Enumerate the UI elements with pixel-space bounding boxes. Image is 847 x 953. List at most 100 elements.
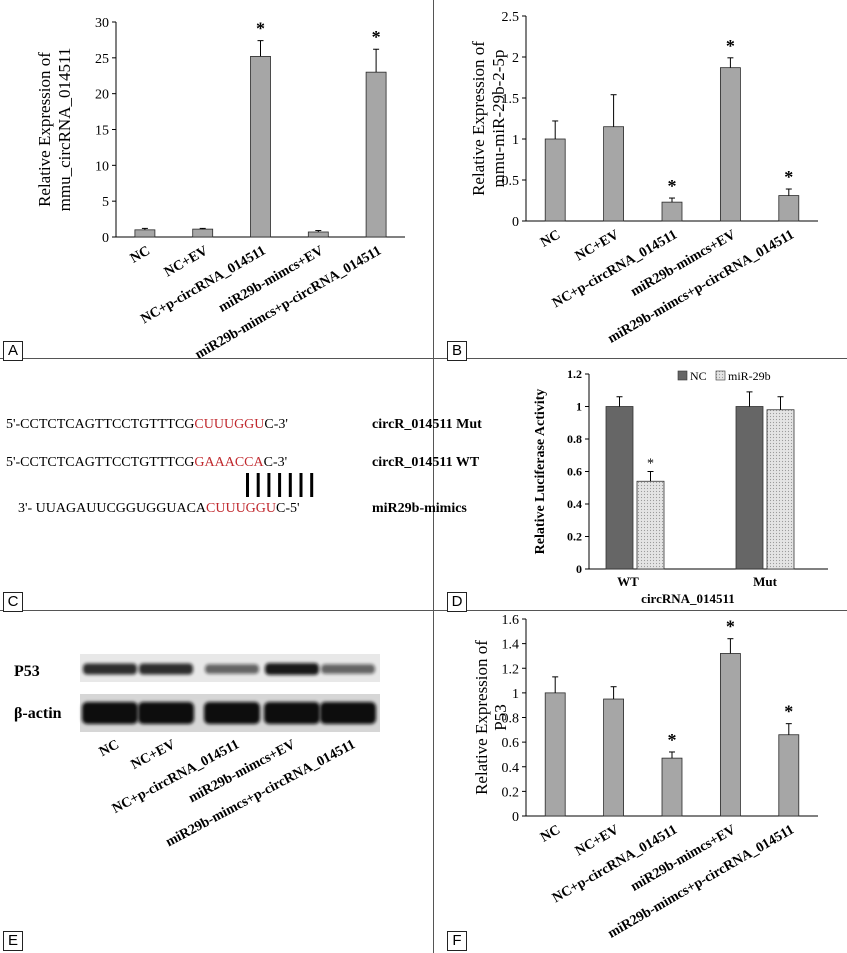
panel-a-significance-marker: * bbox=[372, 27, 381, 47]
panel-f-chart: 00.20.40.60.811.21.41.6NC NC+EV*NC+p-circ… bbox=[472, 613, 818, 942]
p53-band bbox=[139, 663, 193, 675]
base-pair-bar bbox=[267, 473, 271, 497]
panel-a-y-tick-label: 20 bbox=[95, 88, 109, 103]
panel-d-significance-marker: * bbox=[647, 457, 654, 472]
panel-b-y-axis-label: mmu-miR-29b-2-5p bbox=[489, 50, 508, 188]
panel-label-e: E bbox=[3, 931, 23, 951]
panel-a-y-tick-label: 15 bbox=[95, 124, 109, 139]
panel-b-bar bbox=[719, 67, 741, 222]
base-pair-bar bbox=[310, 473, 314, 497]
sequence-prefix: 3'- UUAGAUUCGGUGGUACA bbox=[18, 501, 207, 516]
panel-b-bar bbox=[661, 201, 683, 222]
panel-a-y-axis-label: Relative Expression of bbox=[35, 52, 54, 207]
panel-f-significance-marker: * bbox=[784, 702, 793, 722]
panel-b-y-axis-label: Relative Expression of bbox=[469, 41, 488, 196]
panel-d-y-tick-label: 0 bbox=[576, 562, 582, 576]
panel-a-y-tick-label: 25 bbox=[95, 52, 109, 67]
panel-f-y-tick-label: 1 bbox=[512, 687, 519, 702]
panel-f-bar bbox=[603, 698, 625, 817]
panel-a-bar bbox=[134, 229, 156, 238]
panel-f-bar bbox=[544, 692, 566, 817]
sequence-highlight: CUUUGGU bbox=[206, 501, 276, 516]
panel-d-y-tick-label: 0.2 bbox=[567, 530, 582, 544]
panel-a-y-tick-label: 5 bbox=[102, 195, 109, 210]
panel-f-y-tick-label: 1.6 bbox=[502, 613, 520, 628]
sequence-suffix: C-3' bbox=[264, 455, 288, 470]
panel-label-f: F bbox=[447, 931, 467, 951]
sequence-prefix: 5'-CCTCTCAGTTCCTGTTTCG bbox=[6, 417, 194, 432]
panel-b-chart: 00.511.522.5NC NC+EV*NC+p-circRNA_014511*… bbox=[469, 10, 818, 347]
panel-a-significance-marker: * bbox=[256, 19, 265, 39]
panel-b-y-tick-label: 1.5 bbox=[502, 92, 520, 107]
panel-d-legend-label: miR-29b bbox=[728, 369, 771, 383]
panel-d-bar bbox=[735, 406, 764, 570]
sequence-prefix: 5'-CCTCTCAGTTCCTGTTTCG bbox=[6, 455, 194, 470]
panel-d-y-tick-label: 1.2 bbox=[567, 367, 582, 381]
panel-d-category-label: Mut bbox=[753, 574, 778, 589]
panel-a-bar bbox=[365, 71, 387, 238]
panel-d-chart: 0 0.2 0.4 0.6 0.8 1 1.2 * WT Mut circRNA_014511 Rel… bbox=[533, 367, 828, 606]
panel-b-bar bbox=[778, 195, 800, 222]
blot-lane-label: NC+EV bbox=[129, 737, 178, 773]
panel-a-y-tick-label: 0 bbox=[102, 231, 109, 246]
sequence-line: 5'-CCTCTCAGTTCCTGTTTCGCUUUGGUC-3' bbox=[6, 417, 288, 432]
panel-f-significance-marker: * bbox=[726, 617, 735, 637]
panel-f-y-axis-label: Relative Expression of bbox=[472, 640, 491, 795]
panel-b-y-tick-label: 2.5 bbox=[502, 10, 520, 25]
panel-d-legend-swatch bbox=[677, 370, 688, 381]
panel-f-bar bbox=[778, 734, 800, 817]
panel-f-bar bbox=[661, 757, 683, 817]
panel-label-c: C bbox=[3, 592, 23, 612]
actin-band bbox=[138, 702, 194, 724]
sequence-name: circR_014511 Mut bbox=[372, 417, 482, 432]
sequence-highlight: CUUUGGU bbox=[194, 417, 264, 432]
panel-f-y-tick-label: 1.2 bbox=[502, 662, 520, 677]
panel-label-d: D bbox=[447, 592, 467, 612]
p53-band bbox=[83, 663, 137, 675]
sequence-suffix: C-3' bbox=[264, 417, 288, 432]
panel-c-sequences: 5'-CCTCTCAGTTCCTGTTTCGCUUUGGUC-3' circR_0… bbox=[6, 417, 482, 516]
p53-band bbox=[205, 664, 259, 674]
panel-b-bar bbox=[544, 138, 566, 222]
base-pair-bar bbox=[256, 473, 260, 497]
panel-d-legend-label: NC bbox=[690, 369, 707, 383]
panel-d-y-tick-label: 0.4 bbox=[567, 497, 582, 511]
panel-b-bar bbox=[603, 126, 625, 222]
sequence-line: 3'- UUAGAUUCGGUGGUACACUUUGGUC-5' bbox=[18, 501, 300, 516]
panel-f-y-tick-label: 0.6 bbox=[502, 736, 520, 751]
divider-row1 bbox=[0, 358, 847, 359]
panel-f-significance-marker: * bbox=[668, 730, 677, 750]
panel-d-legend-swatch bbox=[715, 370, 726, 381]
panel-label-a: A bbox=[3, 341, 23, 361]
sequence-name: circR_014511 WT bbox=[372, 455, 480, 470]
actin-band bbox=[204, 702, 260, 724]
base-pair-bar bbox=[278, 473, 282, 497]
panel-a-y-tick-label: 10 bbox=[95, 159, 109, 174]
actin-band bbox=[82, 702, 138, 724]
sequence-line: 5'-CCTCTCAGTTCCTGTTTCGGAAACCAC-3' bbox=[6, 455, 287, 470]
panel-b-y-tick-label: 1 bbox=[512, 133, 519, 148]
panel-b-category-label: NC+EV bbox=[573, 227, 622, 264]
panel-b-significance-marker: * bbox=[726, 36, 735, 56]
panel-f-category-label: NC+EV bbox=[573, 822, 622, 859]
panel-b-y-tick-label: 0.5 bbox=[502, 174, 520, 189]
panel-d-y-tick-label: 0.8 bbox=[567, 432, 582, 446]
panel-d-bar bbox=[605, 406, 634, 570]
actin-band bbox=[320, 702, 376, 724]
panel-d-y-axis-label: Relative Luciferase Activity bbox=[533, 389, 548, 555]
blot-row-label: β-actin bbox=[14, 705, 62, 722]
panel-f-y-tick-label: 1.4 bbox=[502, 638, 520, 653]
divider-vertical bbox=[433, 0, 434, 953]
base-pair-bar bbox=[288, 473, 292, 497]
sequence-highlight: GAAACCA bbox=[194, 455, 264, 470]
panel-a-category-label: NC bbox=[128, 243, 153, 266]
panel-a-category-label: NC+EV bbox=[162, 243, 211, 280]
p53-band bbox=[265, 663, 319, 675]
panel-b-significance-marker: * bbox=[784, 167, 793, 187]
base-pair-bar bbox=[299, 473, 303, 497]
divider-row2 bbox=[0, 610, 847, 611]
base-pair-bar bbox=[246, 473, 249, 497]
actin-band bbox=[264, 702, 320, 724]
blot-lane-label: NC bbox=[97, 737, 122, 760]
